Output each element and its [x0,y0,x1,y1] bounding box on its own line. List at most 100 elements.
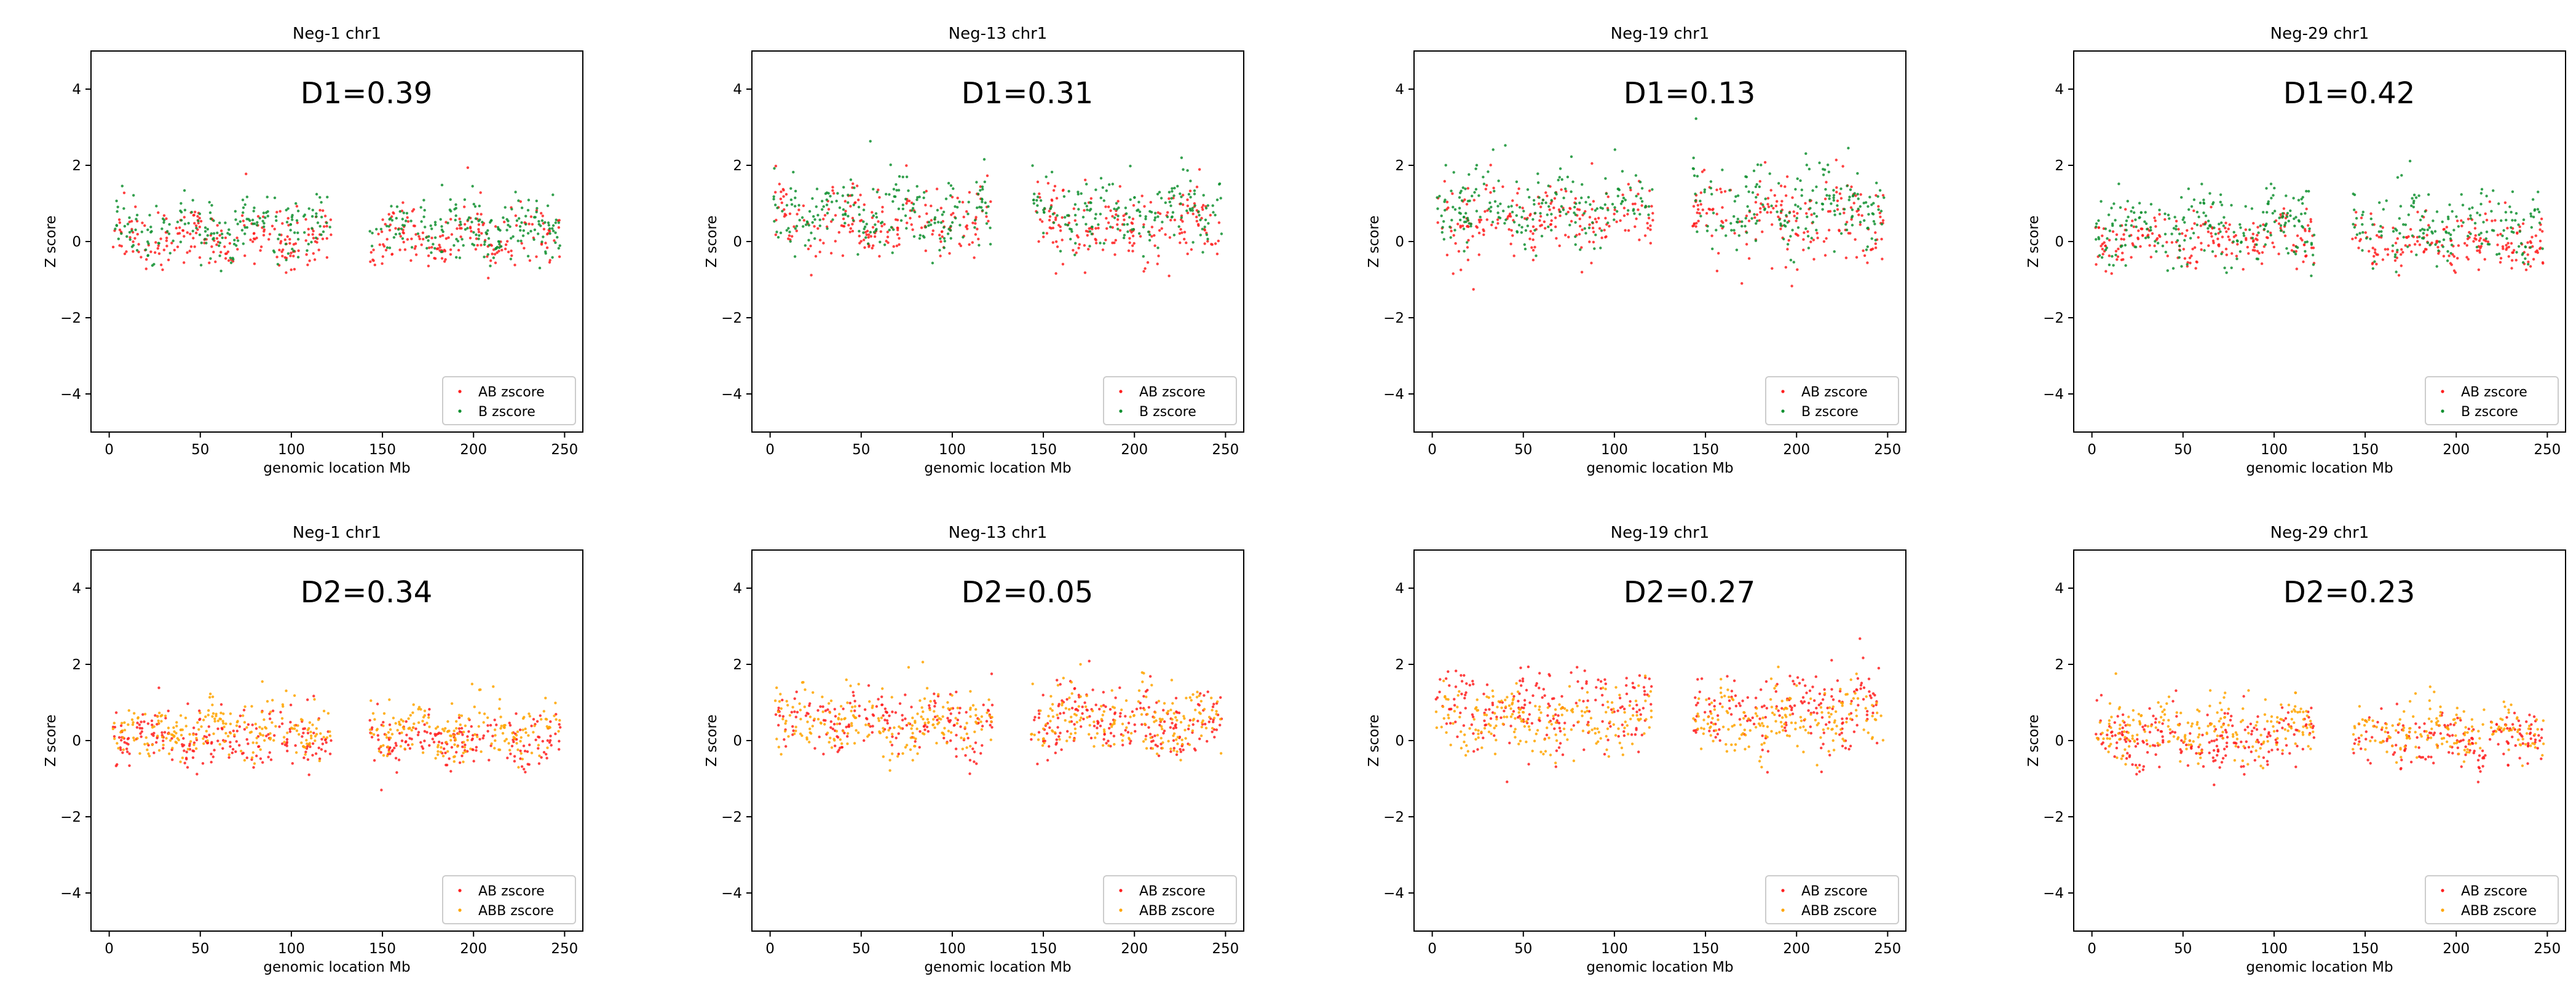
point-b [976,192,980,195]
point-b [2300,213,2303,216]
point-b [1218,183,1221,186]
point-abb [1051,715,1055,718]
point-abb [117,747,120,750]
point-b [1756,163,1760,167]
point-abb [838,712,841,716]
point-ab [468,237,472,240]
x-tick-label: 0 [765,941,775,957]
point-ab [267,238,271,241]
point-abb [963,737,966,741]
point-abb [160,714,164,717]
point-b [2100,200,2103,203]
point-b [209,257,212,260]
point-abb [467,717,470,720]
point-ab [2518,225,2521,229]
annotation-d-value: D2=0.34 [301,575,433,610]
chart-title: Neg-1 chr1 [293,25,381,43]
point-b [2168,217,2171,220]
point-ab [976,227,979,230]
point-abb [1169,747,1172,750]
point-b [496,226,500,229]
point-b [203,230,207,233]
point-b [2197,215,2200,219]
point-b [1703,191,1706,194]
point-ab [1103,733,1106,736]
point-b [209,217,212,221]
point-b [1832,189,1835,192]
point-b [1711,247,1714,251]
point-b [206,234,209,237]
point-b [2119,245,2123,248]
point-b [2297,219,2301,222]
point-ab [1206,740,1209,743]
point-abb [309,730,312,734]
point-ab [243,728,247,731]
point-abb [1065,739,1069,742]
point-b [788,230,791,234]
point-b [946,232,950,235]
point-ab [157,252,161,255]
point-ab [2110,272,2113,275]
point-ab [125,250,128,253]
point-ab [223,245,226,248]
point-b [984,201,987,205]
point-ab [2236,243,2239,246]
point-ab [1747,219,1751,222]
point-b [942,226,946,229]
point-ab [1626,213,1629,216]
point-b [1640,187,1644,190]
point-ab [858,242,861,245]
point-ab [1162,709,1165,712]
point-ab [2515,259,2518,262]
point-ab [1604,682,1607,685]
point-ab [2354,236,2357,240]
point-b [1651,188,1654,191]
point-b [1799,179,1802,183]
point-b [899,219,903,222]
point-b [781,210,784,213]
point-abb [148,755,151,758]
point-ab [558,739,561,743]
point-ab [1456,222,1460,226]
point-ab [834,744,837,747]
point-ab [1557,746,1561,749]
point-ab [1740,282,1744,285]
point-b [1804,227,1808,230]
point-b [1207,222,1210,225]
point-b [931,261,934,265]
point-ab [1540,224,1543,227]
point-ab [2510,242,2513,245]
point-b [432,243,435,246]
point-b [2511,190,2515,194]
point-ab [421,747,425,750]
point-b [1736,194,1740,197]
point-ab [1081,706,1084,709]
point-ab [1553,197,1557,200]
point-abb [1175,750,1179,753]
point-abb [175,725,178,728]
point-b [483,255,486,259]
y-tick-label: −2 [721,809,742,825]
point-abb [923,697,926,701]
point-ab [1107,205,1110,208]
point-abb [799,717,802,721]
point-b [2192,232,2195,235]
point-abb [272,739,275,742]
point-ab [1531,258,1535,262]
point-ab [1809,240,1812,243]
point-ab [1217,221,1221,224]
point-ab [2374,248,2377,251]
point-abb [949,707,953,710]
point-b [232,258,235,261]
point-b [841,194,845,197]
point-b [901,207,905,211]
point-abb [1183,717,1186,720]
point-b [794,227,797,230]
point-ab [1859,223,1862,226]
point-ab [2111,230,2115,233]
point-b [1154,211,1157,214]
point-ab [1590,162,1594,165]
point-b [1796,205,1800,208]
point-abb [308,721,312,724]
point-abb [282,705,285,708]
